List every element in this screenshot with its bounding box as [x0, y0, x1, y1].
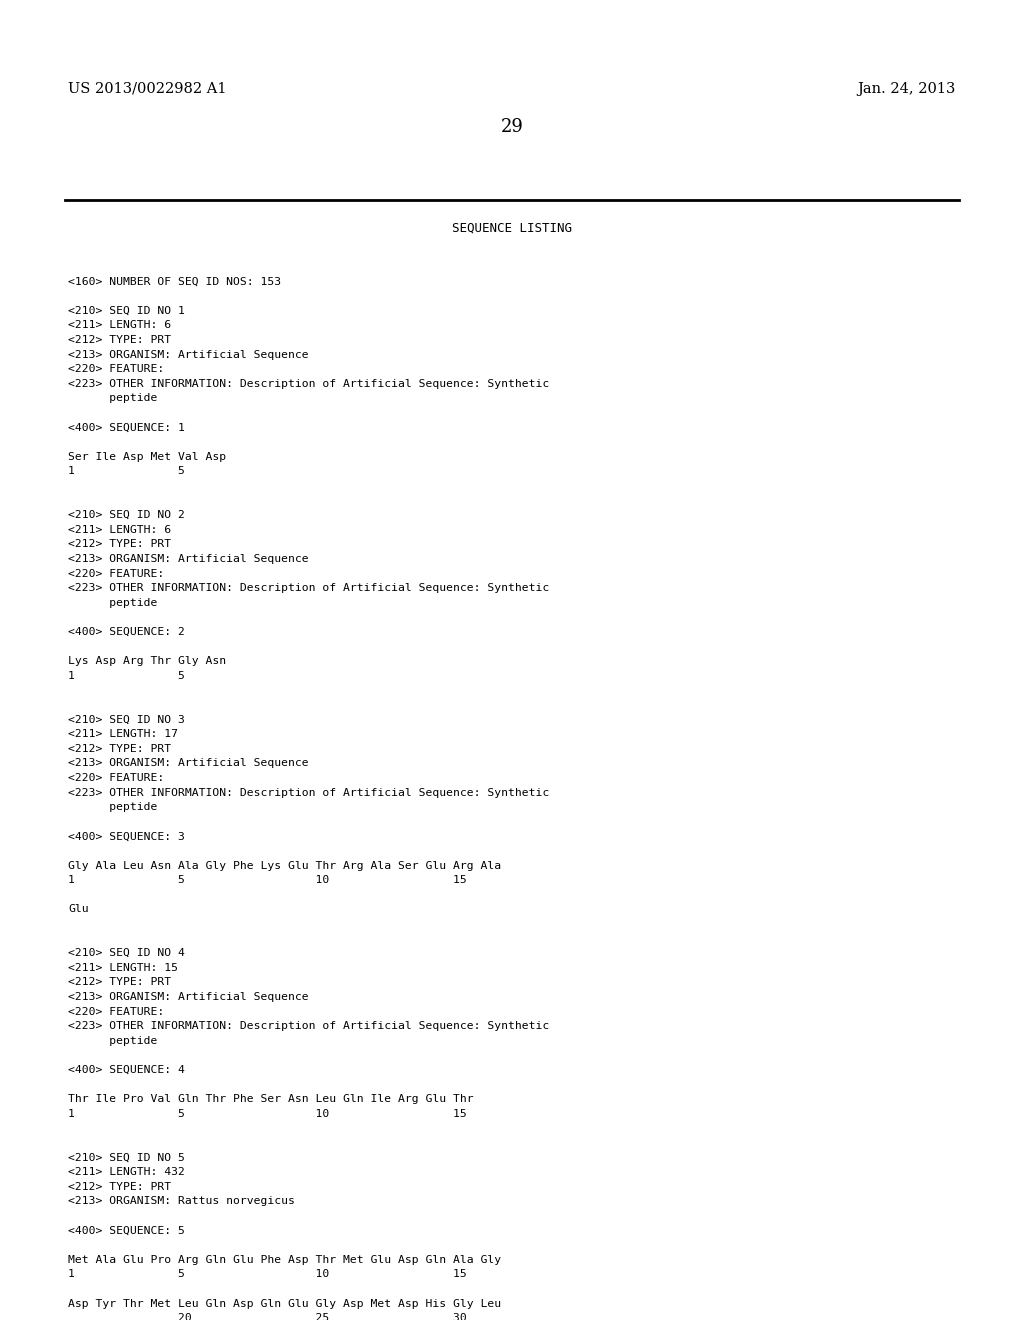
Text: <220> FEATURE:: <220> FEATURE: [68, 1007, 164, 1016]
Text: Lys Asp Arg Thr Gly Asn: Lys Asp Arg Thr Gly Asn [68, 656, 226, 667]
Text: <210> SEQ ID NO 1: <210> SEQ ID NO 1 [68, 306, 185, 315]
Text: <213> ORGANISM: Rattus norvegicus: <213> ORGANISM: Rattus norvegicus [68, 1196, 295, 1206]
Text: <210> SEQ ID NO 3: <210> SEQ ID NO 3 [68, 714, 185, 725]
Text: <213> ORGANISM: Artificial Sequence: <213> ORGANISM: Artificial Sequence [68, 554, 308, 564]
Text: Jan. 24, 2013: Jan. 24, 2013 [858, 82, 956, 96]
Text: peptide: peptide [68, 803, 158, 812]
Text: Thr Ile Pro Val Gln Thr Phe Ser Asn Leu Gln Ile Arg Glu Thr: Thr Ile Pro Val Gln Thr Phe Ser Asn Leu … [68, 1094, 474, 1105]
Text: Glu: Glu [68, 904, 89, 915]
Text: <211> LENGTH: 432: <211> LENGTH: 432 [68, 1167, 185, 1177]
Text: <400> SEQUENCE: 1: <400> SEQUENCE: 1 [68, 422, 185, 433]
Text: <210> SEQ ID NO 2: <210> SEQ ID NO 2 [68, 511, 185, 520]
Text: Met Ala Glu Pro Arg Gln Glu Phe Asp Thr Met Glu Asp Gln Ala Gly: Met Ala Glu Pro Arg Gln Glu Phe Asp Thr … [68, 1255, 501, 1265]
Text: 20                  25                  30: 20 25 30 [68, 1313, 467, 1320]
Text: <212> TYPE: PRT: <212> TYPE: PRT [68, 540, 171, 549]
Text: <400> SEQUENCE: 4: <400> SEQUENCE: 4 [68, 1065, 185, 1074]
Text: <400> SEQUENCE: 5: <400> SEQUENCE: 5 [68, 1225, 185, 1236]
Text: <211> LENGTH: 6: <211> LENGTH: 6 [68, 321, 171, 330]
Text: <210> SEQ ID NO 5: <210> SEQ ID NO 5 [68, 1152, 185, 1163]
Text: <212> TYPE: PRT: <212> TYPE: PRT [68, 977, 171, 987]
Text: <220> FEATURE:: <220> FEATURE: [68, 774, 164, 783]
Text: <223> OTHER INFORMATION: Description of Artificial Sequence: Synthetic: <223> OTHER INFORMATION: Description of … [68, 788, 549, 797]
Text: Ser Ile Asp Met Val Asp: Ser Ile Asp Met Val Asp [68, 451, 226, 462]
Text: Asp Tyr Thr Met Leu Gln Asp Gln Glu Gly Asp Met Asp His Gly Leu: Asp Tyr Thr Met Leu Gln Asp Gln Glu Gly … [68, 1299, 501, 1308]
Text: <223> OTHER INFORMATION: Description of Artificial Sequence: Synthetic: <223> OTHER INFORMATION: Description of … [68, 1022, 549, 1031]
Text: <213> ORGANISM: Artificial Sequence: <213> ORGANISM: Artificial Sequence [68, 993, 308, 1002]
Text: <212> TYPE: PRT: <212> TYPE: PRT [68, 335, 171, 345]
Text: <212> TYPE: PRT: <212> TYPE: PRT [68, 743, 171, 754]
Text: <223> OTHER INFORMATION: Description of Artificial Sequence: Synthetic: <223> OTHER INFORMATION: Description of … [68, 379, 549, 389]
Text: <220> FEATURE:: <220> FEATURE: [68, 569, 164, 578]
Text: <211> LENGTH: 15: <211> LENGTH: 15 [68, 962, 178, 973]
Text: <220> FEATURE:: <220> FEATURE: [68, 364, 164, 374]
Text: 29: 29 [501, 117, 523, 136]
Text: <212> TYPE: PRT: <212> TYPE: PRT [68, 1181, 171, 1192]
Text: 1               5: 1 5 [68, 466, 185, 477]
Text: 1               5                   10                  15: 1 5 10 15 [68, 1270, 467, 1279]
Text: <400> SEQUENCE: 2: <400> SEQUENCE: 2 [68, 627, 185, 638]
Text: Gly Ala Leu Asn Ala Gly Phe Lys Glu Thr Arg Ala Ser Glu Arg Ala: Gly Ala Leu Asn Ala Gly Phe Lys Glu Thr … [68, 861, 501, 871]
Text: <213> ORGANISM: Artificial Sequence: <213> ORGANISM: Artificial Sequence [68, 759, 308, 768]
Text: 1               5: 1 5 [68, 671, 185, 681]
Text: <223> OTHER INFORMATION: Description of Artificial Sequence: Synthetic: <223> OTHER INFORMATION: Description of … [68, 583, 549, 593]
Text: <400> SEQUENCE: 3: <400> SEQUENCE: 3 [68, 832, 185, 841]
Text: <210> SEQ ID NO 4: <210> SEQ ID NO 4 [68, 948, 185, 958]
Text: US 2013/0022982 A1: US 2013/0022982 A1 [68, 82, 226, 96]
Text: <160> NUMBER OF SEQ ID NOS: 153: <160> NUMBER OF SEQ ID NOS: 153 [68, 277, 282, 286]
Text: peptide: peptide [68, 1036, 158, 1045]
Text: peptide: peptide [68, 598, 158, 607]
Text: SEQUENCE LISTING: SEQUENCE LISTING [452, 222, 572, 235]
Text: peptide: peptide [68, 393, 158, 404]
Text: 1               5                   10                  15: 1 5 10 15 [68, 875, 467, 886]
Text: <211> LENGTH: 6: <211> LENGTH: 6 [68, 525, 171, 535]
Text: <211> LENGTH: 17: <211> LENGTH: 17 [68, 729, 178, 739]
Text: 1               5                   10                  15: 1 5 10 15 [68, 1109, 467, 1119]
Text: <213> ORGANISM: Artificial Sequence: <213> ORGANISM: Artificial Sequence [68, 350, 308, 359]
